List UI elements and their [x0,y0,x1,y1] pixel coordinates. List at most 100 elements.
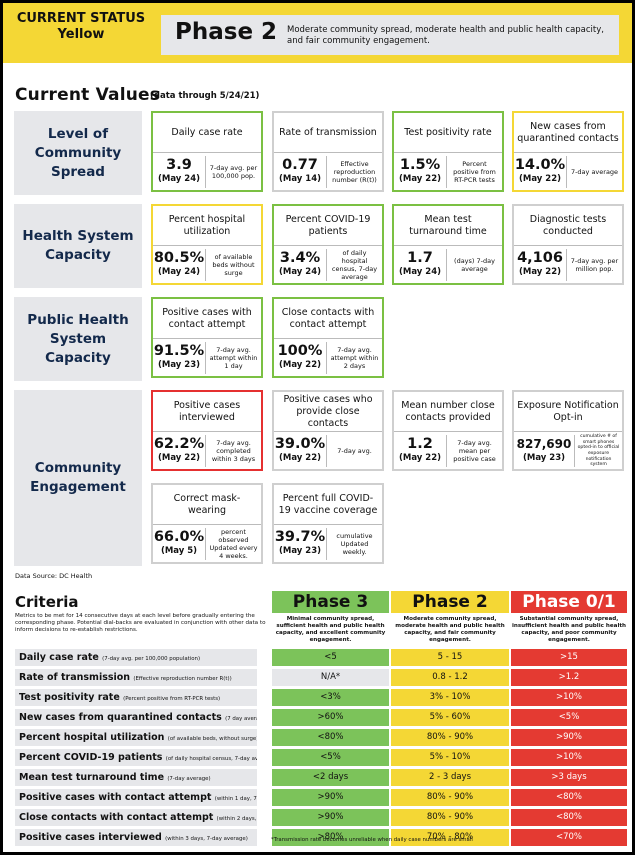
phase-0-1-threshold: <70% [511,829,627,846]
card-title: New cases from quarantined contacts [514,113,622,153]
card-mask-wearing: Correct mask-wearing 66.0% (May 5) percent… [151,483,263,564]
criteria-metric: Test positivity rate [19,692,120,703]
phase-2-threshold: 3% - 10% [391,689,509,706]
card-note: 7-day avg. mean per positive case [446,435,502,467]
card-note: 7-day avg. per million pop. [566,249,622,281]
card-date: (May 23) [522,453,566,463]
phase-3-threshold: >90% [272,809,389,826]
criteria-row-label: Close contacts with contact attempt (wit… [15,809,257,826]
footnote: *Transmission rate becomes unreliable wh… [271,837,473,843]
card-date: (May 22) [278,453,322,463]
criteria-metric-note: (7 day average) [225,716,257,722]
card-note: (days) 7-day average [446,249,502,281]
card-note: Effective reproduction number (R(t)) [326,156,382,188]
criteria-metric-note: (Percent positive from RT-PCR tests) [123,696,221,702]
card-value: 39.0% [274,436,326,452]
category-line: Engagement [30,479,126,495]
card-title: Rate of transmission [274,113,382,153]
card-title: Positive cases with contact attempt [153,299,261,339]
current-status: CURRENT STATUS Yellow [11,11,151,43]
criteria-row-label: Test positivity rate (Percent positive f… [15,689,257,706]
card-value: 1.2 [407,436,433,452]
phase-0-1-threshold: >10% [511,749,627,766]
card-value: 100% [277,343,323,359]
card-title: Percent full COVID-19 vaccine coverage [274,485,382,525]
phase-2-threshold: 5 - 15 [391,649,509,666]
criteria-row-label: Positive cases with contact attempt (wit… [15,789,257,806]
category-line: Community [34,460,122,476]
card-title: Percent COVID-19 patients [274,206,382,246]
category-line: System [49,330,107,347]
card-value: 91.5% [153,343,205,359]
phase-3-threshold: >90% [272,789,389,806]
card-title: Positive cases who provide close contact… [274,392,382,432]
data-source: Data Source: DC Health [15,572,93,580]
card-positive-contact-attempt: Positive cases with contact attempt 91.5… [151,297,263,378]
criteria-row-label: Mean test turnaround time (7-day average… [15,769,257,786]
category-health-system: Health System Capacity [14,204,142,288]
category-community-spread: Level of Community Spread [14,111,142,195]
card-title: Diagnostic tests conducted [514,206,622,246]
card-value: 3.4% [279,250,321,266]
criteria-metric: Positive cases with contact attempt [19,792,212,803]
criteria-metric: Rate of transmission [19,672,131,683]
phase-2-threshold: 5% - 60% [391,709,509,726]
card-value: 80.5% [153,250,205,266]
card-mean-close-contacts: Mean number close contacts provided 1.2(… [392,390,504,471]
card-date: (May 23) [278,546,322,556]
criteria-metric: Percent COVID-19 patients [19,752,163,763]
criteria-metric: New cases from quarantined contacts [19,712,222,723]
criteria-row-label: Percent hospital utilization (of availab… [15,729,257,746]
category-public-health: Public Health System Capacity [14,297,142,381]
card-new-cases-quarantined: New cases from quarantined contacts 14.0… [512,111,624,192]
card-note: Percent positive from RT-PCR tests [446,156,502,188]
phase-0-1-header: Phase 0/1 [511,591,627,613]
card-value: 62.2% [153,436,205,452]
phase-3-header: Phase 3 [272,591,389,613]
card-value: 3.9 [166,157,192,173]
phase-0-1-threshold: >1.2 [511,669,627,686]
card-value: 39.7% [274,529,326,545]
card-diagnostic-tests: Diagnostic tests conducted 4,106 (May 22)… [512,204,624,285]
criteria-description: Metrics to be met for 14 consecutive day… [15,613,266,633]
criteria-metric-note: (within 2 days, 7 day avg.) [216,816,257,822]
criteria-metric: Close contacts with contact attempt [19,812,214,823]
card-percent-hospital-utilization: Percent hospital utilization 80.5% (May 2… [151,204,263,285]
phase-2-threshold: 0.8 - 1.2 [391,669,509,686]
card-value: 4,106 [517,250,563,266]
card-date: (May 24) [157,174,201,184]
card-date: (May 22) [398,174,442,184]
phase-2-threshold: 80% - 90% [391,809,509,826]
card-title: Percent hospital utilization [153,206,261,246]
card-mean-test-turnaround: Mean test turnaround time 1.7 (May 24) (da… [392,204,504,285]
phase-2-threshold: 70% - 80% [391,829,509,846]
category-line: Spread [51,163,105,180]
phase-0-1-threshold: <80% [511,789,627,806]
phase-3-threshold: N/A* [272,669,389,686]
phase-2-description: Moderate community spread, moderate heal… [395,616,505,643]
card-title: Positive cases interviewed [153,392,261,432]
card-value: 1.7 [407,250,433,266]
phase-3-threshold: <5 [272,649,389,666]
criteria-row-label: Positive cases interviewed (within 3 day… [15,829,257,846]
criteria-metric-note: (7-day average) [167,776,211,782]
card-value: 66.0% [153,529,205,545]
card-value: 1.5% [399,157,441,173]
card-value: 14.0% [514,157,566,173]
criteria-metric: Positive cases interviewed [19,832,162,843]
card-date: (May 23) [157,360,201,370]
phase-2-threshold: 2 - 3 days [391,769,509,786]
phase-0-1-threshold: >10% [511,689,627,706]
card-date: (May 22) [157,453,201,463]
current-values-subtitle: (data through 5/24/21) [150,91,260,101]
criteria-metric-note: (within 3 days, 7-day average) [165,836,248,842]
card-value: 0.77 [282,157,318,173]
card-title: Correct mask-wearing [153,485,261,525]
phase-3-threshold: <5% [272,749,389,766]
card-note: 7-day avg. [326,435,382,467]
card-test-positivity-rate: Test positivity rate 1.5% (May 22) Percent… [392,111,504,192]
card-title: Exposure Notification Opt-in [514,392,622,432]
card-date: (May 22) [518,267,562,277]
card-note: cumulative Updated weekly. [326,528,382,560]
status-label: CURRENT STATUS [16,11,146,26]
